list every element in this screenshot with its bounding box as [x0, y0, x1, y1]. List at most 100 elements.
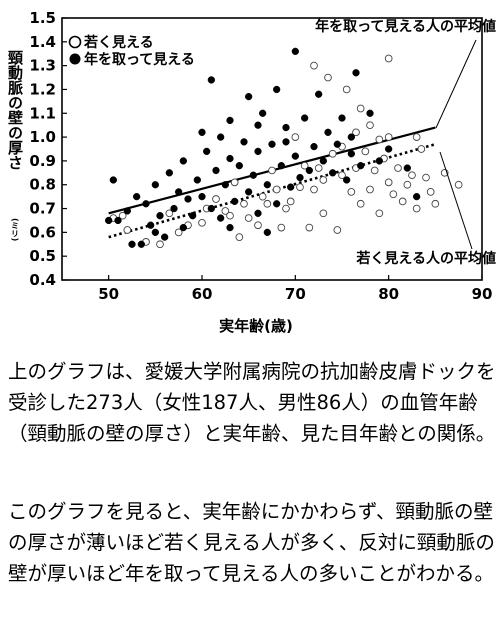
caption-text-2: このグラフを見ると、実年齢にかかわらず、頸動脈の壁の厚さが薄いほど若く見える人が… [8, 500, 495, 585]
young-point [370, 166, 379, 175]
young-point [240, 199, 248, 208]
young-point [258, 192, 267, 201]
y-tick-label: 0.4 [29, 271, 56, 289]
young-point [366, 121, 374, 130]
old-point [347, 133, 355, 141]
young-point [230, 178, 239, 187]
young-point [272, 185, 281, 194]
young-point [118, 211, 127, 220]
old-point [165, 169, 173, 177]
old-point [296, 173, 304, 182]
scatter-chart: 0.4 0.5 0.6 0.7 0.8 0.9 1.0 1.1 1.2 1.3 1.4 1.5 50 6… [6, 9, 496, 335]
young-average-annotation: 若く見える人の平均値 [355, 250, 496, 267]
old-point [273, 200, 281, 208]
young-point [417, 145, 426, 153]
old-point [347, 150, 355, 158]
legend-filled-circle-icon [69, 53, 81, 65]
old-point [147, 221, 155, 229]
old-point [128, 240, 136, 248]
old-point [291, 47, 299, 55]
old-point [319, 157, 327, 165]
young-point [384, 54, 393, 63]
old-point [282, 123, 290, 132]
old-point [240, 138, 248, 146]
young-point [286, 197, 295, 206]
y-axis-unit: (ミリ) [11, 218, 20, 241]
young-point [398, 197, 407, 206]
young-point [212, 195, 220, 203]
x-tick-label: 60 [192, 285, 213, 303]
old-point [179, 223, 187, 232]
y-tick-label: 0.7 [29, 200, 56, 218]
plot-border [61, 17, 483, 281]
y-tick-label: 1.4 [29, 33, 56, 51]
old-point [357, 162, 365, 170]
young-point [244, 214, 253, 222]
young-point [328, 149, 337, 158]
young-point [403, 180, 412, 189]
young-point [361, 147, 370, 156]
y-tick-label: 1.0 [29, 128, 56, 146]
young-point [431, 199, 440, 208]
x-axis-label: 実年齢(歳) [219, 317, 293, 335]
old-point [114, 216, 122, 225]
young-point [412, 204, 421, 213]
young-point [366, 185, 374, 194]
old-point [254, 121, 262, 129]
young-point [235, 233, 244, 241]
old-point [282, 138, 290, 146]
legend-young-label: 若く見える [83, 34, 154, 51]
x-tick-label: 90 [472, 285, 493, 303]
old-point [375, 157, 383, 165]
old-point [207, 204, 215, 213]
old-point [133, 192, 141, 201]
old-point [198, 192, 206, 201]
young-point [394, 164, 402, 172]
y-tick-label: 1.5 [29, 9, 56, 27]
legend: 若く見える 年を取って見える [68, 34, 195, 68]
old-point [175, 188, 183, 196]
y-tick-label: 1.2 [29, 80, 56, 98]
y-axis-ticks: 0.4 0.5 0.6 0.7 0.8 0.9 1.0 1.1 1.2 1.3 1.4 1.5 [29, 9, 67, 289]
young-point [263, 199, 272, 208]
young-point [156, 240, 164, 249]
annotations: 年を取って見える人の平均値 若く見える人の平均値 [315, 18, 496, 267]
young-point [319, 176, 328, 184]
y-axis-label: 頸動脈の壁の厚さ [6, 50, 24, 170]
old-point [161, 233, 169, 241]
old-point [254, 209, 262, 217]
old-point [273, 85, 281, 94]
young-point [375, 135, 384, 144]
old-average-annotation: 年を取って見える人の平均値 [315, 18, 496, 35]
old-point [263, 228, 271, 237]
old-point [277, 162, 285, 170]
old-point [245, 188, 253, 196]
x-tick-label: 70 [285, 285, 306, 303]
young-point [305, 223, 314, 232]
old-point [249, 171, 257, 179]
x-axis-ticks: 50 60 70 80 90 [98, 275, 492, 303]
old-point [329, 169, 337, 177]
legend-old-label: 年を取って見える [84, 51, 195, 68]
old-point [301, 114, 309, 122]
old-point [291, 152, 299, 160]
young-point [165, 209, 174, 218]
young-point [356, 104, 365, 113]
old-point [226, 116, 234, 125]
young-point [347, 188, 356, 196]
y-tick-label: 1.3 [29, 57, 56, 75]
caption-paragraph-2: このグラフを見ると、実年齢にかかわらず、頸動脈の壁の厚さが薄いほど若く見える人が… [8, 496, 502, 589]
old-point [385, 145, 393, 153]
old-point [184, 195, 192, 203]
young-point [384, 178, 393, 187]
young-average-line [108, 142, 436, 239]
old-point [315, 90, 323, 98]
legend-open-circle-icon [68, 35, 82, 49]
young-point [314, 164, 323, 172]
young-point [226, 211, 234, 220]
old-point [207, 76, 215, 84]
old-point [254, 147, 262, 156]
plot-frame [61, 17, 483, 281]
x-tick-label: 80 [378, 285, 399, 303]
young-point [221, 207, 230, 215]
